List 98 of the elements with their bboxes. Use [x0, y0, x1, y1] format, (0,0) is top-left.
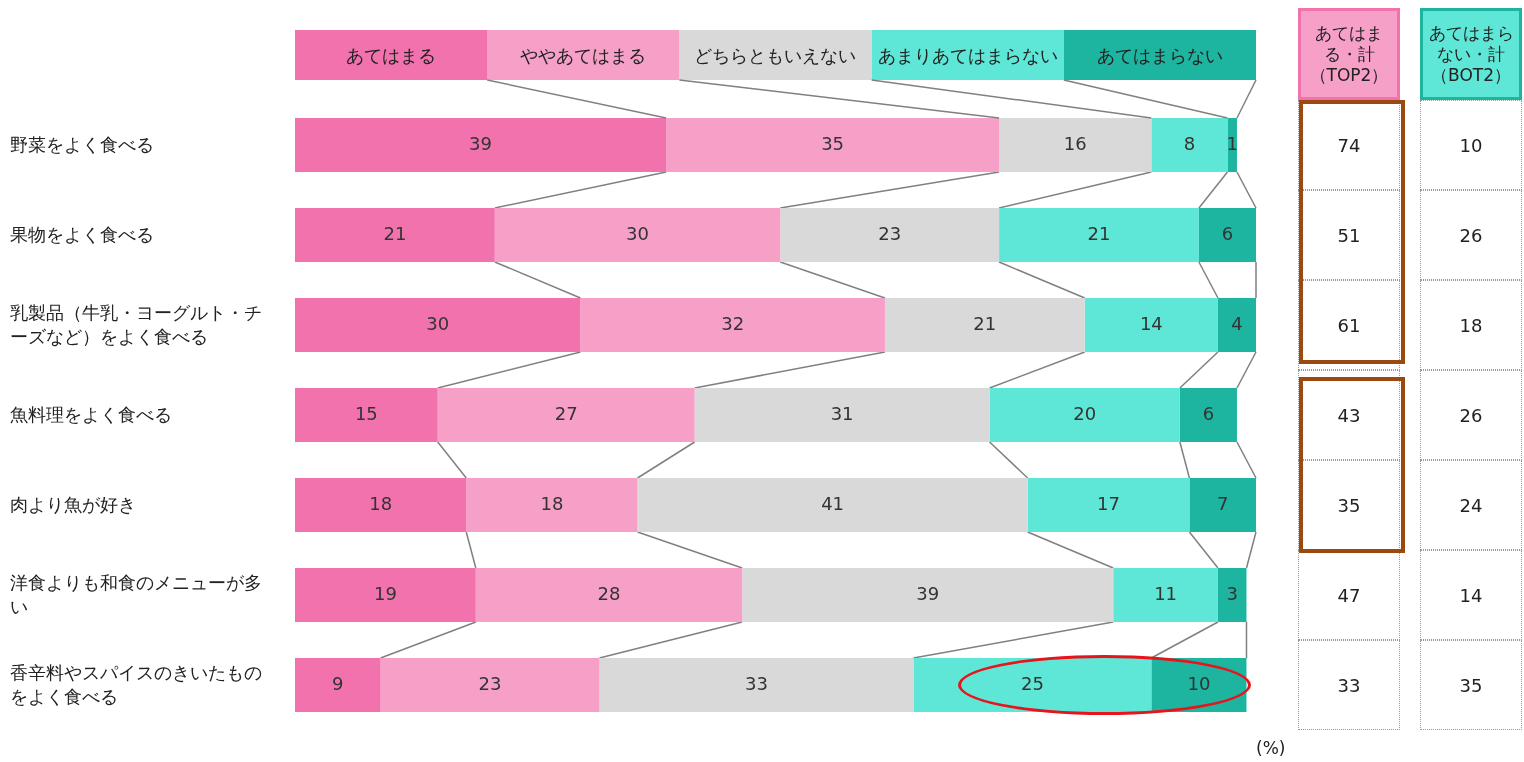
- text: あてはまらない: [1063, 30, 1256, 80]
- bar: [694, 388, 990, 442]
- text: (%): [1256, 738, 1286, 758]
- bar: [884, 298, 1085, 352]
- data-label: 35: [821, 132, 845, 154]
- bar: [580, 298, 885, 352]
- bar: [380, 658, 600, 712]
- data-label: 3: [1226, 582, 1238, 604]
- data-label: 30: [626, 222, 649, 244]
- bar: [637, 478, 1028, 532]
- y-tick-label: 香辛料やスパイスのきいたものをよく食べる: [10, 661, 263, 709]
- bar: [599, 658, 914, 712]
- bar: [295, 208, 495, 262]
- data-label: 23: [478, 672, 502, 694]
- text: あてはまる: [295, 30, 488, 80]
- data-label: 16: [1063, 132, 1087, 154]
- text: あてはまる・計（TOP2）: [1298, 8, 1400, 100]
- data-label: 20: [1073, 402, 1097, 424]
- data-label: 4: [1231, 312, 1243, 334]
- text: 51: [1298, 190, 1400, 280]
- y-tick-label: 洋食よりも和食のメニューが多い: [10, 571, 263, 619]
- y-tick-label: 乳製品（牛乳・ヨーグルト・チーズなど）をよく食べる: [10, 301, 263, 349]
- bar: [999, 118, 1152, 172]
- data-label: 33: [745, 672, 768, 694]
- bar: [1084, 298, 1218, 352]
- text: あてはまらない・計（BOT2）: [1420, 8, 1522, 100]
- y-tick-label: 果物をよく食べる: [10, 223, 155, 247]
- y-tick-label: 魚料理をよく食べる: [10, 403, 173, 427]
- text: 35: [1420, 640, 1522, 730]
- bar: [494, 208, 781, 262]
- bar: [1113, 568, 1218, 622]
- bar: [295, 118, 667, 172]
- data-label: 41: [821, 492, 845, 514]
- text: 24: [1420, 460, 1522, 550]
- text: 35: [1298, 460, 1400, 550]
- bar: [1189, 478, 1256, 532]
- data-label: 14: [1139, 312, 1163, 334]
- data-label: 19: [373, 582, 397, 604]
- y-tick-label: 野菜をよく食べる: [10, 133, 155, 157]
- bar: [989, 388, 1180, 442]
- data-label: 15: [354, 402, 378, 424]
- data-label: 6: [1221, 222, 1234, 244]
- bar: [1198, 208, 1256, 262]
- y-tick-label: 肉より魚が好き: [10, 493, 137, 517]
- data-label: 21: [973, 312, 997, 334]
- bar: [1151, 118, 1228, 172]
- bar: [295, 568, 476, 622]
- data-label: 10: [1187, 672, 1211, 694]
- bar: [1027, 478, 1190, 532]
- data-label: 11: [1154, 582, 1178, 604]
- bar: [742, 568, 1114, 622]
- text: 33: [1298, 640, 1400, 730]
- bar: [475, 568, 743, 622]
- text: あまりあてはまらない: [871, 30, 1064, 80]
- data-label: 17: [1097, 492, 1120, 514]
- bar: [1179, 388, 1237, 442]
- text: 10: [1420, 100, 1522, 190]
- bar: [295, 658, 381, 712]
- data-label: 18: [369, 492, 393, 514]
- bar: [437, 388, 695, 442]
- text: ややあてはまる: [487, 30, 680, 80]
- data-label: 9: [332, 672, 344, 694]
- text: 74: [1298, 100, 1400, 190]
- data-label: 30: [426, 312, 450, 334]
- data-label: 31: [830, 402, 854, 424]
- bar: [295, 388, 438, 442]
- bar: [913, 658, 1152, 712]
- text: 61: [1298, 280, 1400, 370]
- bar: [999, 208, 1199, 262]
- data-label: 27: [554, 402, 578, 424]
- data-label: 1: [1226, 132, 1238, 154]
- text: 43: [1298, 370, 1400, 460]
- bar: [1227, 118, 1237, 172]
- bar: [295, 478, 467, 532]
- text: 14: [1420, 550, 1522, 640]
- text: 26: [1420, 370, 1522, 460]
- text: どちらともいえない: [679, 30, 872, 80]
- bar: [1217, 568, 1247, 622]
- data-label: 6: [1202, 402, 1215, 424]
- data-label: 32: [721, 312, 745, 334]
- text: 26: [1420, 190, 1522, 280]
- data-label: 28: [597, 582, 621, 604]
- data-label: 39: [916, 582, 940, 604]
- data-label: 8: [1183, 132, 1196, 154]
- data-label: 21: [1087, 222, 1111, 244]
- bar: [466, 478, 638, 532]
- text: 47: [1298, 550, 1400, 640]
- bar: [666, 118, 1000, 172]
- data-label: 25: [1020, 672, 1044, 694]
- data-label: 23: [878, 222, 902, 244]
- data-label: 7: [1216, 492, 1229, 514]
- data-label: 21: [383, 222, 407, 244]
- bar: [295, 298, 581, 352]
- data-label: 39: [469, 132, 492, 154]
- bar: [1217, 298, 1256, 352]
- text: 18: [1420, 280, 1522, 370]
- data-label: 18: [540, 492, 564, 514]
- bar: [780, 208, 1000, 262]
